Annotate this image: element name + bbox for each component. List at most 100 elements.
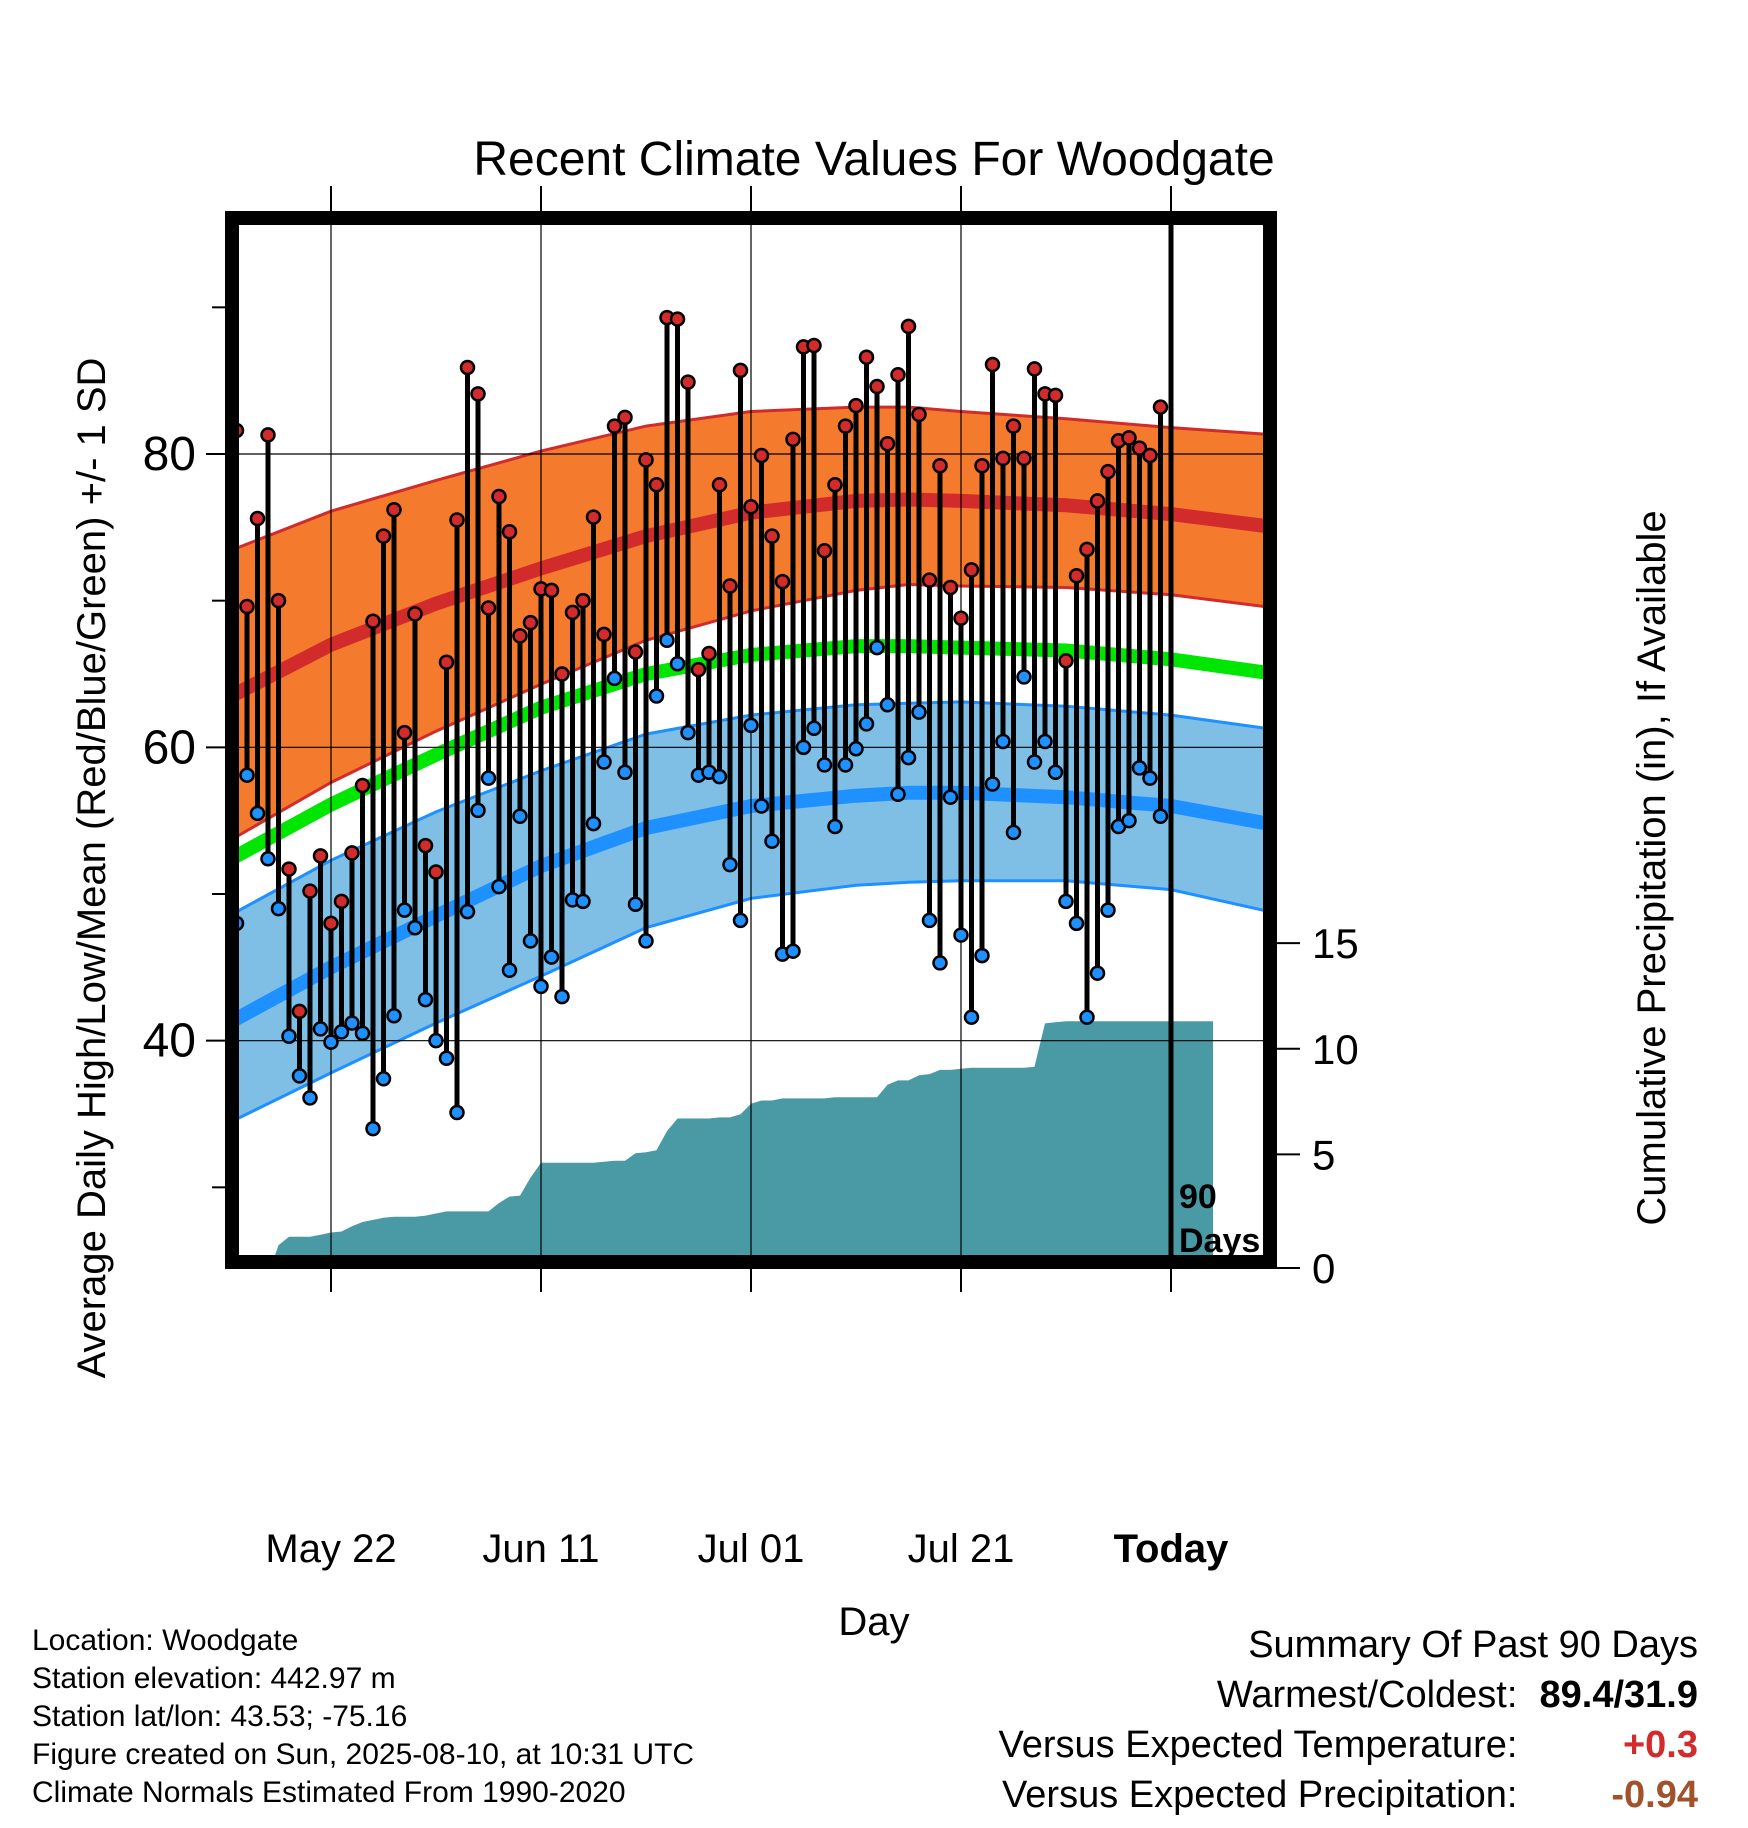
normals-text: Climate Normals Estimated From 1990-2020 xyxy=(32,1776,626,1809)
high-point xyxy=(1142,447,1158,464)
y2-tick-label: 0 xyxy=(1312,1245,1335,1292)
high-point xyxy=(984,356,1001,373)
high-point xyxy=(732,362,749,379)
high-point xyxy=(837,418,854,434)
low-point xyxy=(417,991,434,1008)
high-point xyxy=(564,604,581,621)
high-point xyxy=(333,893,350,910)
low-point xyxy=(732,912,749,929)
low-point xyxy=(543,949,560,965)
low-point xyxy=(323,1034,339,1050)
high-point xyxy=(365,613,381,629)
y-tick-label: 80 xyxy=(143,428,196,481)
high-point xyxy=(386,501,402,518)
low-point xyxy=(669,655,686,672)
high-point xyxy=(921,572,938,588)
low-point xyxy=(491,878,507,895)
high-point xyxy=(816,543,833,559)
high-point xyxy=(302,883,318,899)
low-point xyxy=(1152,808,1169,825)
elevation-text: Station elevation: 442.97 m xyxy=(32,1662,396,1695)
low-point xyxy=(1058,893,1074,910)
high-point xyxy=(585,509,602,525)
high-point xyxy=(554,666,570,682)
low-point xyxy=(638,933,654,949)
low-point xyxy=(606,670,623,687)
high-point xyxy=(1016,450,1032,467)
high-point xyxy=(932,457,948,474)
y2-tick-label: 10 xyxy=(1312,1026,1359,1073)
low-point xyxy=(900,749,917,766)
precip-label: Versus Expected Precipitation: xyxy=(1002,1774,1518,1816)
high-point xyxy=(900,318,917,335)
low-point xyxy=(1100,902,1116,918)
high-point xyxy=(648,477,665,493)
plot-interior: 90 Days xyxy=(232,218,1270,1262)
low-point xyxy=(942,789,959,805)
plot-frame xyxy=(225,211,1277,1269)
low-point xyxy=(617,764,633,781)
x-tick-label: Jul 01 xyxy=(698,1527,805,1571)
high-point xyxy=(953,610,969,627)
low-point xyxy=(911,704,927,720)
period-label-unit: Days xyxy=(1179,1222,1260,1260)
summary-heading: Summary Of Past 90 Days xyxy=(1248,1624,1698,1666)
low-point xyxy=(753,798,770,814)
high-point xyxy=(627,644,644,660)
high-point xyxy=(1131,440,1148,456)
high-point xyxy=(690,661,707,678)
low-point xyxy=(470,802,486,819)
high-point xyxy=(1121,430,1137,446)
latlon-text: Station lat/lon: 43.53; -75.16 xyxy=(32,1700,408,1733)
x-tick-label: Today xyxy=(1114,1527,1230,1571)
low-point xyxy=(501,962,518,979)
x-tick-label: Jun 11 xyxy=(482,1527,599,1571)
low-point xyxy=(386,1007,402,1024)
low-point xyxy=(428,1032,444,1049)
axes: May 22 Jun 11 Jul 01 Jul 21 Today 40 60 80 0 5 10 1… xyxy=(143,186,1359,1571)
high-point xyxy=(480,600,497,616)
high-point xyxy=(858,349,875,365)
y2-axis-label: Cumulative Precipitation (in), If Availa… xyxy=(1630,510,1674,1225)
warmest-coldest-label: Warmest/Coldest: xyxy=(1216,1674,1518,1716)
low-point xyxy=(407,919,423,936)
y-tick-label: 60 xyxy=(143,721,196,774)
high-point xyxy=(449,512,465,528)
low-point xyxy=(921,912,938,929)
precipitation-area xyxy=(232,1021,1213,1260)
high-point xyxy=(680,374,696,390)
low-point xyxy=(1079,1009,1095,1025)
low-point xyxy=(396,902,413,918)
high-point xyxy=(606,418,623,434)
low-point xyxy=(764,833,780,849)
low-point xyxy=(354,1025,371,1042)
low-point xyxy=(596,754,612,770)
high-point xyxy=(417,837,434,854)
high-point xyxy=(743,499,759,515)
high-point xyxy=(890,367,906,383)
summary-warmest-coldest: Warmest/Coldest: 89.4/31.9 xyxy=(999,1670,1698,1720)
low-point xyxy=(963,1009,980,1025)
location-text: Location: Woodgate xyxy=(32,1624,299,1657)
high-point xyxy=(1047,387,1064,404)
high-point xyxy=(270,592,287,609)
high-point xyxy=(575,592,591,609)
low-point xyxy=(806,720,822,737)
low-point xyxy=(459,903,476,920)
high-point xyxy=(459,359,476,376)
low-point xyxy=(512,808,528,825)
high-point xyxy=(848,397,864,414)
plot-area: 90 Days xyxy=(232,218,1270,1262)
low-sd-band xyxy=(232,701,1270,1122)
low-point xyxy=(270,900,287,917)
low-point xyxy=(1068,915,1085,932)
low-point xyxy=(722,856,738,873)
high-point xyxy=(1100,463,1116,480)
low-point xyxy=(291,1068,308,1084)
high-point xyxy=(470,386,486,402)
low-point xyxy=(995,733,1011,750)
high-point xyxy=(375,528,392,544)
low-point xyxy=(627,896,644,913)
high-sd-band xyxy=(232,407,1270,840)
